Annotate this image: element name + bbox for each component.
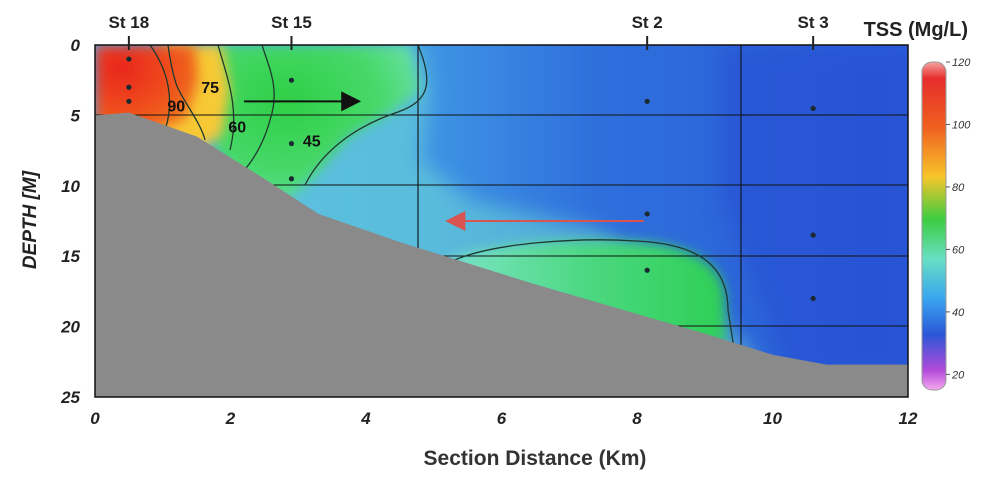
contour-label: 45 [303, 134, 321, 151]
sample-point [810, 295, 816, 302]
x-tick-label: 0 [90, 409, 100, 428]
station-label: St 15 [271, 13, 312, 32]
colorbar [921, 61, 947, 391]
y-axis-ticks: 0 5 10 15 20 25 [60, 36, 80, 407]
sample-point [644, 211, 650, 217]
colorbar-tick-label: 20 [951, 369, 965, 381]
sample-point [644, 267, 650, 273]
colorbar-tick-label: 100 [952, 119, 971, 131]
x-tick-label: 4 [360, 409, 371, 428]
colorbar-tick-label: 120 [952, 57, 971, 69]
sample-point [126, 84, 132, 90]
plot-frame [94, 44, 909, 398]
concentration-field [95, 45, 908, 397]
y-tick-label: 0 [71, 36, 81, 55]
y-tick-label: 10 [61, 177, 80, 196]
sample-point [126, 56, 132, 62]
seabed-bathymetry [95, 112, 908, 398]
contour-label: 75 [201, 80, 219, 97]
x-tick-label: 10 [763, 409, 782, 428]
station-label: St 2 [632, 13, 663, 32]
x-tick-label: 2 [225, 409, 236, 428]
colorbar-tick-label: 60 [952, 244, 965, 256]
sample-point [288, 140, 295, 147]
y-axis-label: DEPTH [M] [20, 170, 41, 269]
x-axis-label: Section Distance (Km) [424, 447, 647, 470]
flow-arrows [244, 91, 644, 231]
contour-labels: 75 90 60 45 [167, 80, 320, 151]
y-tick-label: 5 [71, 106, 81, 125]
y-tick-label: 20 [60, 318, 80, 337]
x-tick-label: 6 [497, 409, 507, 428]
sample-point [644, 98, 650, 104]
x-tick-label: 12 [899, 409, 918, 428]
sample-point [288, 176, 295, 182]
contour-label: 90 [167, 99, 185, 116]
colorbar-tick-label: 80 [952, 182, 965, 194]
colorbar-title: TSS (Mg/L) [864, 19, 968, 41]
x-axis-ticks: 0 2 4 6 8 10 12 [90, 409, 918, 428]
y-tick-label: 25 [60, 388, 80, 407]
colorbar-ticks: 20 40 60 80 100 120 [946, 57, 971, 381]
sample-point [288, 77, 295, 83]
sample-point [126, 98, 132, 104]
station-labels: St 18 St 15 St 2 St 3 [109, 13, 829, 50]
sample-point [810, 105, 816, 111]
sample-points [126, 56, 816, 302]
colorbar-tick-label: 40 [952, 307, 965, 319]
contour-label: 60 [228, 120, 246, 137]
station-label: St 3 [798, 13, 829, 32]
sample-point [810, 232, 816, 238]
station-label: St 18 [109, 13, 150, 32]
x-tick-label: 8 [632, 409, 642, 428]
y-tick-label: 15 [61, 247, 80, 266]
